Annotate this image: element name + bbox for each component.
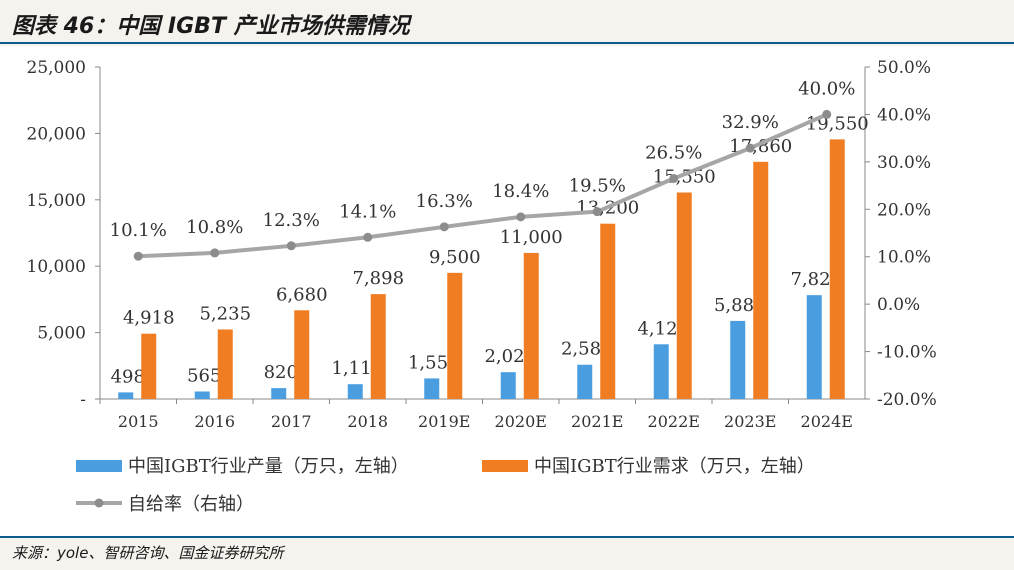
self-sufficiency-data-label: 40.0% bbox=[798, 78, 855, 99]
x-tick-label: 2023E bbox=[724, 412, 776, 431]
production-bar bbox=[118, 392, 134, 399]
self-sufficiency-point bbox=[286, 241, 296, 251]
demand-data-label: 7,898 bbox=[352, 268, 404, 289]
production-data-label: 1,550 bbox=[408, 352, 460, 373]
production-data-label: 2,020 bbox=[484, 346, 536, 367]
production-bar bbox=[730, 320, 746, 399]
left-tick-label: 20,000 bbox=[27, 124, 86, 144]
left-tick-label: 15,000 bbox=[27, 191, 86, 211]
production-data-label: 5,880 bbox=[714, 295, 766, 316]
demand-bar bbox=[294, 310, 310, 399]
right-tick-label: 10.0% bbox=[877, 248, 931, 268]
x-tick-label: 2020E bbox=[495, 412, 547, 431]
left-tick-label: 25,000 bbox=[27, 58, 86, 78]
production-bar bbox=[347, 384, 363, 399]
production-bar bbox=[806, 295, 822, 399]
right-tick-label: -10.0% bbox=[877, 343, 937, 363]
self-sufficiency-data-label: 14.1% bbox=[339, 201, 396, 222]
self-sufficiency-data-label: 16.3% bbox=[416, 191, 473, 212]
production-bar bbox=[424, 378, 440, 399]
x-tick-label: 2019E bbox=[418, 412, 470, 431]
production-data-label: 820 bbox=[264, 362, 298, 383]
x-tick-label: 2022E bbox=[648, 412, 700, 431]
self-sufficiency-data-label: 18.4% bbox=[492, 181, 549, 202]
demand-bar bbox=[523, 252, 539, 399]
production-bar bbox=[577, 364, 593, 399]
left-tick-label: 5,000 bbox=[37, 324, 86, 344]
demand-bar bbox=[447, 272, 463, 399]
x-tick-label: 2018 bbox=[347, 412, 388, 431]
self-sufficiency-point bbox=[363, 232, 373, 242]
chart-panel: 25,000 20,000 15,000 10,000 5,000 - 50.0% 40.0%… bbox=[0, 46, 1014, 536]
right-tick-label: 40.0% bbox=[877, 105, 931, 125]
x-tick-label: 2024E bbox=[801, 412, 853, 431]
self-sufficiency-point bbox=[133, 251, 143, 261]
self-sufficiency-point bbox=[592, 207, 602, 217]
supply-demand-chart: 25,000 20,000 15,000 10,000 5,000 - 50.0% 40.0%… bbox=[27, 58, 937, 515]
demand-bar bbox=[141, 333, 157, 399]
demand-data-label: 4,918 bbox=[123, 308, 175, 329]
production-data-label: 2,580 bbox=[561, 339, 613, 360]
self-sufficiency-data-label: 32.9% bbox=[722, 112, 779, 133]
self-sufficiency-point bbox=[822, 109, 832, 119]
self-sufficiency-point bbox=[669, 173, 679, 183]
demand-data-label: 6,680 bbox=[276, 284, 328, 305]
page-title: 图表 46：中国 IGBT 产业市场供需情况 bbox=[12, 14, 410, 39]
right-tick-label: 20.0% bbox=[877, 200, 931, 220]
demand-data-label: 19,550 bbox=[806, 113, 869, 134]
self-sufficiency-point bbox=[439, 222, 449, 232]
self-sufficiency-data-label: 10.1% bbox=[110, 220, 167, 241]
self-sufficiency-data-label: 12.3% bbox=[263, 210, 320, 231]
production-bar bbox=[271, 388, 287, 399]
demand-data-label: 11,000 bbox=[500, 227, 563, 248]
demand-bar bbox=[600, 223, 616, 399]
production-data-label: 565 bbox=[187, 365, 221, 386]
demand-data-label: 9,500 bbox=[429, 247, 481, 268]
production-data-label: 4,120 bbox=[637, 318, 689, 339]
legend-label-demand: 中国IGBT行业需求（万只，左轴） bbox=[534, 456, 815, 477]
demand-bar bbox=[217, 329, 233, 399]
x-tick-label: 2021E bbox=[571, 412, 623, 431]
self-sufficiency-point bbox=[210, 248, 220, 258]
production-data-label: 7,820 bbox=[790, 269, 842, 290]
production-data-label: 498 bbox=[111, 366, 145, 387]
title-bar: 图表 46：中国 IGBT 产业市场供需情况 bbox=[0, 0, 1014, 44]
x-tick-label: 2016 bbox=[194, 412, 235, 431]
left-tick-label: 10,000 bbox=[27, 257, 86, 277]
x-tick-label: 2015 bbox=[118, 412, 159, 431]
production-data-label: 1,115 bbox=[331, 358, 383, 379]
legend-label-production: 中国IGBT行业产量（万只，左轴） bbox=[128, 456, 409, 477]
self-sufficiency-point bbox=[516, 212, 526, 222]
self-sufficiency-data-label: 19.5% bbox=[569, 176, 626, 197]
demand-bar bbox=[676, 192, 692, 399]
self-sufficiency-point bbox=[745, 143, 755, 153]
production-bar bbox=[194, 391, 210, 399]
production-bar bbox=[653, 344, 669, 399]
demand-bar bbox=[829, 139, 845, 399]
source-divider bbox=[0, 536, 1014, 538]
x-tick-label: 2017 bbox=[271, 412, 312, 431]
legend-swatch-demand bbox=[482, 460, 528, 472]
right-tick-label: -20.0% bbox=[877, 390, 937, 410]
right-tick-label: 0.0% bbox=[877, 295, 920, 315]
self-sufficiency-data-label: 10.8% bbox=[186, 217, 243, 238]
legend-label-rate: 自给率（右轴） bbox=[128, 494, 254, 515]
legend-swatch-production bbox=[76, 460, 122, 472]
title-divider bbox=[0, 42, 1014, 44]
production-bar bbox=[500, 372, 516, 399]
demand-data-label: 5,235 bbox=[199, 303, 251, 324]
legend-marker-rate bbox=[94, 498, 104, 508]
right-tick-label: 50.0% bbox=[877, 58, 931, 78]
left-tick-label: - bbox=[80, 390, 86, 410]
self-sufficiency-line bbox=[138, 112, 828, 259]
demand-bar bbox=[753, 161, 769, 399]
right-tick-label: 30.0% bbox=[877, 153, 931, 173]
self-sufficiency-data-label: 26.5% bbox=[645, 142, 702, 163]
source-note: 来源：yole、智研咨询、国金证券研究所 bbox=[12, 544, 284, 562]
demand-bar bbox=[370, 294, 386, 399]
